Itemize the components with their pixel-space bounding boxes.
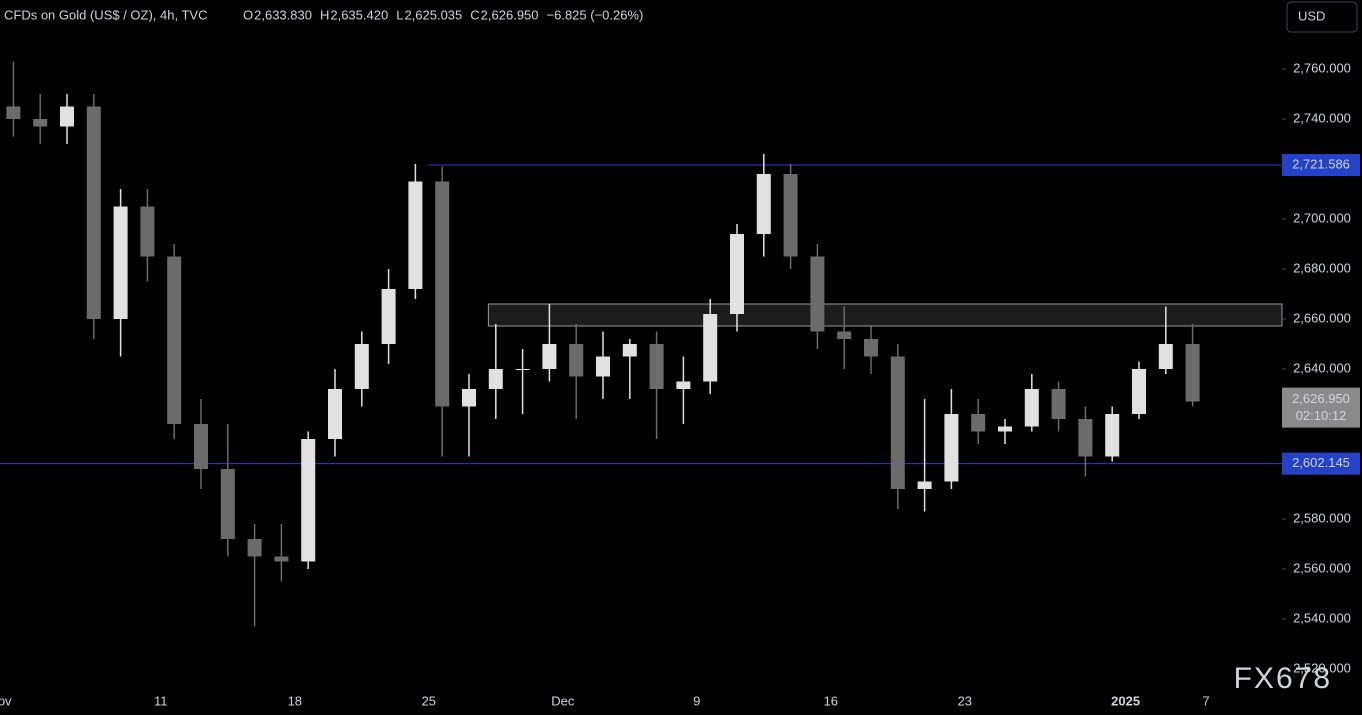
candle-body: [435, 181, 450, 407]
x-tick-label: 16: [824, 693, 838, 708]
quote-key: H: [320, 7, 329, 22]
candle-body: [408, 181, 423, 289]
candle-body: [60, 106, 74, 127]
candle-body: [837, 331, 852, 339]
candle-body: [328, 389, 342, 439]
x-tick-label: 25: [422, 693, 436, 708]
currency-button[interactable]: [1286, 1, 1358, 33]
candle-body: [194, 424, 208, 469]
candle-body: [1158, 344, 1173, 369]
candle-body: [381, 289, 396, 344]
candle-body: [890, 356, 905, 489]
candle-body: [301, 439, 316, 562]
candle-body: [971, 414, 986, 432]
candle-body: [247, 539, 262, 557]
countdown-label: 02:10:12: [1296, 408, 1347, 423]
candle-body: [944, 414, 959, 482]
x-tick-label: 2025: [1111, 693, 1140, 708]
candle-body: [140, 206, 155, 257]
candle-body: [33, 119, 48, 127]
quote-key: O: [243, 7, 253, 22]
y-tick-label: 2,640.000: [1293, 360, 1351, 375]
candle-body: [1078, 419, 1093, 457]
quote-value: 2,626.950: [481, 7, 539, 22]
chart-title: CFDs on Gold (US$ / OZ), 4h, TVC: [4, 7, 207, 22]
candle-body: [783, 174, 798, 257]
candle-body: [917, 481, 932, 489]
last-price-label: 2,626.950: [1292, 391, 1350, 406]
x-tick-label: 18: [288, 693, 302, 708]
quote-value: 2,625.035: [404, 7, 462, 22]
candle-body: [569, 344, 584, 377]
plot: [0, 61, 1283, 627]
candle-body: [86, 106, 101, 319]
candle-body: [649, 344, 664, 389]
quote-key: C: [470, 7, 479, 22]
quote-value: 2,633.830: [254, 7, 312, 22]
watermark: FX678: [1234, 662, 1332, 695]
candle-body: [113, 206, 128, 319]
candle-body: [462, 389, 476, 407]
candle-body: [622, 344, 637, 357]
x-tick-label: 23: [958, 693, 972, 708]
last-price-tag: [1282, 387, 1360, 428]
y-tick-label: 2,700.000: [1293, 210, 1351, 225]
currency-label[interactable]: USD: [1298, 8, 1325, 23]
x-tick-label: Dec: [551, 693, 575, 708]
y-tick-label: 2,660.000: [1293, 310, 1351, 325]
candle-body: [167, 256, 182, 424]
candle-body: [1132, 369, 1146, 414]
candle-body: [596, 356, 610, 377]
y-tick-label: 2,760.000: [1293, 60, 1351, 75]
quote-change: −6.825 (−0.26%): [547, 7, 644, 22]
candle-body: [274, 556, 289, 562]
candle-body: [676, 381, 691, 389]
candle-body: [6, 106, 21, 119]
candle-body: [515, 369, 530, 370]
candle-body: [730, 234, 744, 314]
resistance-zone: [487, 303, 1283, 327]
candle-body: [220, 469, 235, 539]
candle-body: [756, 174, 771, 234]
candle-body: [703, 314, 718, 382]
x-tick-label: 11: [154, 693, 168, 708]
level-label: 2,721.586: [1292, 156, 1350, 171]
candle-body: [488, 369, 503, 389]
y-tick-label: 2,580.000: [1293, 510, 1351, 525]
y-tick-label: 2,680.000: [1293, 260, 1351, 275]
candle-body: [1051, 389, 1066, 419]
y-tick-label: 2,560.000: [1293, 560, 1351, 575]
quote-value: 2,635.420: [330, 7, 388, 22]
candle-body: [1105, 414, 1120, 457]
candle-body: [542, 344, 557, 369]
y-tick-label: 2,520.000: [1293, 660, 1351, 675]
level-tag: [1282, 154, 1360, 177]
level-label: 2,602.145: [1292, 455, 1350, 470]
y-tick-label: 2,540.000: [1293, 610, 1351, 625]
candle-body: [1024, 389, 1039, 427]
x-tick-label: 9: [693, 693, 700, 708]
candle-body: [354, 344, 369, 389]
quote-key: L: [396, 7, 403, 22]
y-tick-label: 2,740.000: [1293, 110, 1351, 125]
level-tag: [1282, 452, 1360, 475]
candle-body: [810, 256, 825, 332]
candle-body: [998, 426, 1012, 432]
x-tick-label: 7: [1202, 693, 1209, 708]
x-tick-label: Nov: [0, 693, 12, 708]
candle-body: [864, 339, 878, 357]
candle-body: [1185, 344, 1200, 402]
